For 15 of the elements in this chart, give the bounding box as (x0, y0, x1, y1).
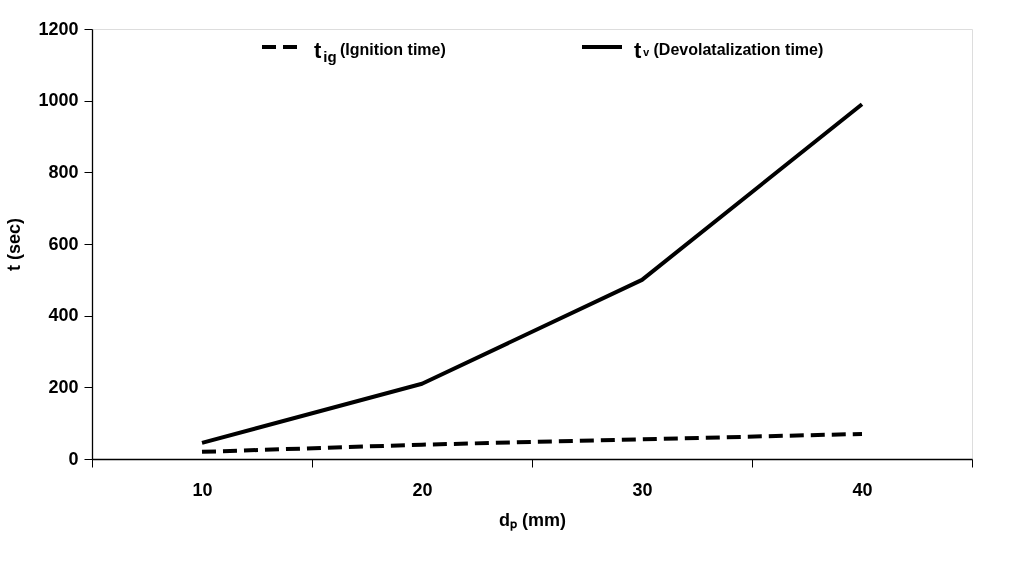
x-axis-title: dₚ (mm) (499, 509, 566, 531)
x-tick-label: 40 (852, 479, 873, 500)
y-tick-label: 800 (48, 161, 79, 182)
y-tick-label: 0 (68, 448, 79, 469)
x-tick-label: 30 (632, 479, 653, 500)
line-series (200, 431, 864, 454)
y-tick-label: 600 (48, 233, 79, 254)
y-tick-label: 200 (48, 376, 79, 397)
x-tick-label: 20 (412, 479, 433, 500)
y-tick-label: 400 (48, 305, 79, 326)
x-tick-label: 10 (192, 479, 213, 500)
line-series (200, 102, 864, 445)
y-tick-label: 1200 (38, 18, 79, 39)
y-axis-title: t (sec) (4, 217, 25, 272)
y-tick-label: 1000 (38, 90, 79, 111)
